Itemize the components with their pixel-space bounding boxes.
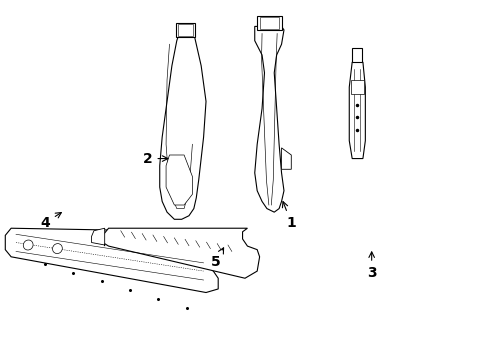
- Polygon shape: [349, 62, 366, 158]
- Polygon shape: [260, 18, 279, 29]
- Polygon shape: [176, 23, 195, 37]
- Polygon shape: [160, 33, 206, 219]
- Text: 1: 1: [282, 202, 296, 230]
- Polygon shape: [166, 155, 193, 205]
- Polygon shape: [352, 48, 362, 62]
- Polygon shape: [257, 16, 282, 30]
- Polygon shape: [92, 228, 105, 246]
- Polygon shape: [178, 24, 193, 36]
- Text: 5: 5: [211, 248, 223, 269]
- Polygon shape: [255, 26, 284, 212]
- Polygon shape: [282, 148, 291, 169]
- Ellipse shape: [52, 244, 62, 253]
- Polygon shape: [351, 80, 364, 94]
- Text: 4: 4: [40, 212, 61, 230]
- Polygon shape: [5, 228, 218, 293]
- Text: 3: 3: [367, 252, 376, 280]
- Ellipse shape: [24, 240, 33, 250]
- Polygon shape: [103, 228, 260, 278]
- Text: 2: 2: [143, 152, 168, 166]
